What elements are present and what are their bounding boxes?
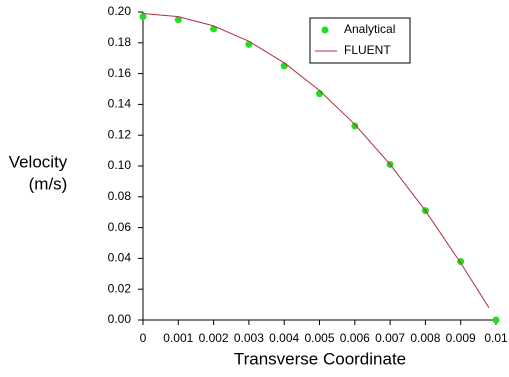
y-tick-label: 0.00 [108, 312, 132, 326]
x-tick-label: 0.001 [163, 331, 193, 345]
y-tick-label: 0.08 [108, 189, 132, 203]
x-tick-label: 0.008 [410, 331, 440, 345]
x-axis-label: Transverse Coordinate [234, 349, 406, 368]
y-tick-label: 0.02 [108, 281, 132, 295]
legend-label: FLUENT [344, 43, 391, 57]
y-tick-label: 0.06 [108, 220, 132, 234]
x-tick-label: 0 [140, 331, 147, 345]
y-tick-label: 0.12 [108, 127, 132, 141]
legend-label: Analytical [344, 22, 395, 36]
y-tick-label: 0.18 [108, 35, 132, 49]
y-axis-label: Velocity [9, 152, 68, 171]
point [492, 316, 500, 324]
point [245, 40, 253, 48]
y-tick-label: 0.10 [108, 158, 132, 172]
y-tick-label: 0.16 [108, 66, 132, 80]
point [174, 16, 182, 24]
x-tick-label: 0.004 [269, 331, 299, 345]
x-tick-label: 0.005 [304, 331, 334, 345]
x-tick-label: 0.01 [484, 331, 508, 345]
x-tick-label: 0.009 [446, 331, 476, 345]
y-tick-label: 0.14 [108, 97, 132, 111]
x-tick-label: 0.006 [340, 331, 370, 345]
legend-marker [321, 26, 329, 34]
x-tick-label: 0.003 [234, 331, 264, 345]
x-tick-label: 0.002 [199, 331, 229, 345]
y-axis-label: (m/s) [29, 174, 68, 193]
point [139, 13, 147, 21]
point [351, 122, 359, 130]
y-tick-label: 0.20 [108, 4, 132, 18]
legend-box [309, 17, 411, 64]
x-tick-label: 0.007 [375, 331, 405, 345]
point [210, 25, 218, 33]
line [142, 13, 490, 308]
y-tick-label: 0.04 [108, 251, 132, 265]
